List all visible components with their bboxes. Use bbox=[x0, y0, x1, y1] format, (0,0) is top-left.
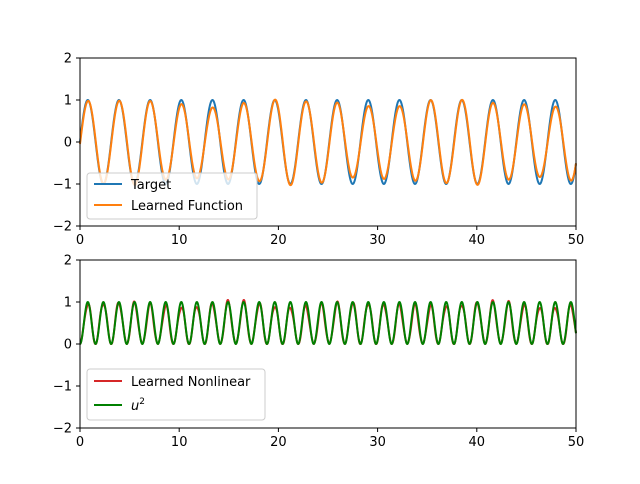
bottom-xtick-label-0: 0 bbox=[76, 435, 84, 450]
top-series-learned-function bbox=[79, 98, 577, 187]
top-ytick-label-3: 1 bbox=[64, 94, 72, 109]
bottom-ytick-label-0: −2 bbox=[53, 422, 72, 437]
top-ytick-label-2: 0 bbox=[64, 136, 72, 151]
top-ytick-label-1: −1 bbox=[53, 178, 72, 193]
top-ticks: 0 10 20 30 40 50 −2 −1 0 1 2 bbox=[53, 52, 584, 249]
bottom-ytick-label-1: −1 bbox=[53, 380, 72, 395]
bottom-xtick-label-5: 50 bbox=[568, 435, 585, 450]
top-xtick-label-5: 50 bbox=[568, 233, 585, 248]
top-xtick-label-4: 40 bbox=[469, 233, 486, 248]
legend-label-target: Target bbox=[130, 178, 171, 193]
top-xtick-label-1: 10 bbox=[171, 233, 188, 248]
top-legend-box bbox=[86, 172, 258, 220]
top-axes: 0 10 20 30 40 50 −2 −1 0 1 2 Target Learned Functi… bbox=[53, 52, 584, 249]
top-legend: Target Learned Function bbox=[86, 172, 258, 220]
legend-label-u-base: u bbox=[131, 399, 139, 414]
bottom-legend-box bbox=[86, 368, 266, 421]
bottom-ticks: 0 10 20 30 40 50 −2 −1 0 1 2 bbox=[53, 254, 584, 451]
legend-label-learned-nonlinear: Learned Nonlinear bbox=[131, 375, 251, 390]
bottom-xtick-label-1: 10 bbox=[171, 435, 188, 450]
top-ytick-label-0: −2 bbox=[53, 220, 72, 235]
legend-label-u-superscript: 2 bbox=[139, 397, 145, 407]
top-xtick-label-0: 0 bbox=[76, 233, 84, 248]
top-ytick-label-4: 2 bbox=[64, 52, 72, 67]
bottom-legend: Learned Nonlinear u2 bbox=[86, 368, 266, 421]
bottom-series-lines bbox=[79, 298, 577, 346]
legend-label-learned-function: Learned Function bbox=[131, 199, 243, 214]
bottom-xtick-label-3: 30 bbox=[369, 435, 386, 450]
legend-label-u-squared: u2 bbox=[131, 397, 145, 414]
top-xtick-label-3: 30 bbox=[369, 233, 386, 248]
top-xtick-label-2: 20 bbox=[270, 233, 287, 248]
bottom-ytick-label-4: 2 bbox=[64, 254, 72, 269]
bottom-ytick-label-3: 1 bbox=[64, 296, 72, 311]
bottom-series-u- bbox=[79, 301, 577, 345]
bottom-xtick-label-2: 20 bbox=[270, 435, 287, 450]
bottom-ytick-label-2: 0 bbox=[64, 338, 72, 353]
bottom-xtick-label-4: 40 bbox=[469, 435, 486, 450]
